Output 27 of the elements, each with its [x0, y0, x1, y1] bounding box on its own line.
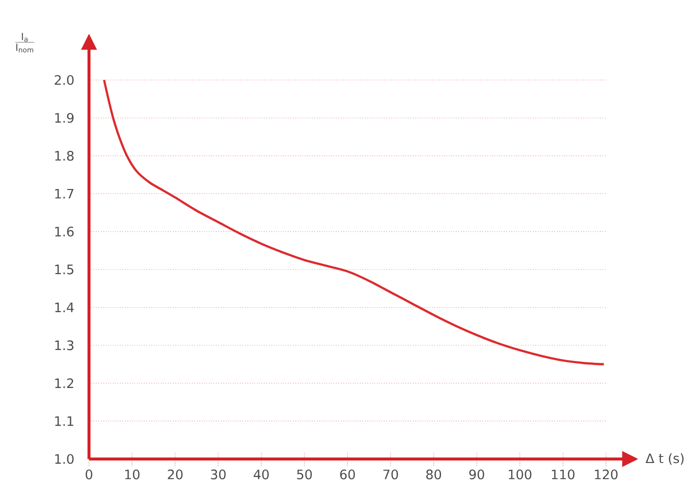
x-tick-label: 40 — [254, 470, 269, 480]
x-tick-label: 10 — [125, 470, 140, 480]
x-tick-label: 80 — [426, 470, 442, 480]
x-tick-label: 120 — [595, 470, 618, 480]
y-tick-label: 1.4 — [55, 302, 74, 312]
x-tick-label: 20 — [168, 470, 183, 480]
x-tick-label: 50 — [297, 470, 312, 480]
y-tick-label: 1.3 — [55, 340, 74, 350]
y-tick-label: 1.8 — [55, 150, 74, 161]
y-tick-label: 1.9 — [55, 112, 74, 123]
y-tick-label: 1.5 — [55, 264, 74, 274]
x-tick-label: 70 — [383, 470, 398, 480]
x-tick-label: 30 — [210, 470, 226, 480]
x-axis-title: Δ t (s) — [646, 453, 684, 465]
y-tick-label: 1.0 — [55, 454, 74, 464]
y-tick-label: 2.0 — [54, 75, 74, 85]
x-tick-label: 100 — [508, 470, 532, 480]
x-tick-label: 60 — [340, 470, 355, 480]
x-tick-label: 110 — [552, 470, 574, 480]
y-tick-label: 1.1 — [55, 416, 74, 426]
x-tick-label: 0 — [86, 470, 92, 480]
y-tick-label: 1.2 — [55, 378, 74, 388]
line-series — [102, 78, 605, 366]
y-tick-label: 1.7 — [55, 188, 74, 198]
y-axis-title: $\frac{\mathrm{I}_{\mathrm{a}}}{\mathrm{I}_{\mathrm{nom}}}$ — [15, 32, 34, 52]
x-tick-label: 90 — [469, 470, 484, 480]
y-tick-label: 1.6 — [55, 226, 74, 237]
